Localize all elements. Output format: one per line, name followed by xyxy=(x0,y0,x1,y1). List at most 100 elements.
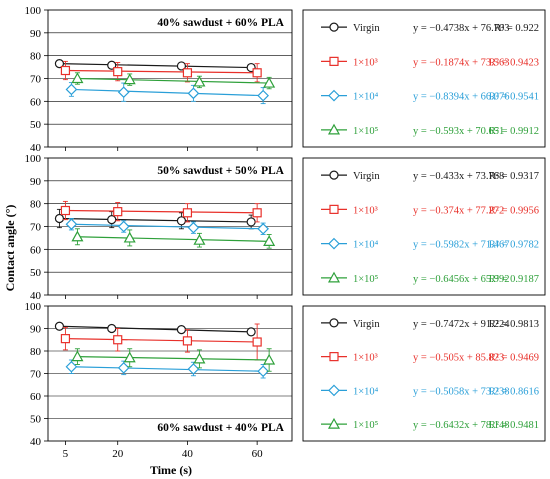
y-tick-label: 100 xyxy=(25,301,42,313)
data-point xyxy=(65,360,78,373)
legend-equation: y = −0.5058x + 73.238 xyxy=(413,386,510,397)
series-triangle xyxy=(71,348,276,372)
x-tick-label: 60 xyxy=(252,448,264,460)
data-point xyxy=(113,335,123,345)
legend-swatch-marker xyxy=(328,89,340,102)
legend-equation: y = −0.6432x + 78.148 xyxy=(413,420,510,431)
data-point xyxy=(107,215,117,225)
legend-r2: R² = 0.9956 xyxy=(489,205,539,216)
series-square xyxy=(60,323,262,361)
y-axis-label: Contact angle (°) xyxy=(3,205,17,292)
legend-equation: y = −0.4738x + 76.703 xyxy=(413,23,510,34)
legend-series-name: 1×10⁵ xyxy=(353,274,379,285)
legend-equation: y = −0.7472x + 91.224 xyxy=(413,319,510,330)
legend-series-name: 1×10³ xyxy=(353,353,378,364)
legend-series-name: Virgin xyxy=(353,171,380,182)
legend-equation: y = −0.5982x + 71.467 xyxy=(413,240,510,251)
trend-line xyxy=(71,223,264,230)
data-point xyxy=(176,325,187,335)
legend-r2: R² = 0.922 xyxy=(494,23,539,34)
legend-swatch-marker xyxy=(327,417,341,429)
plot-frame xyxy=(47,9,293,148)
panel-3: 40 50 60 70 80 90 100 5 20 40 60 60% sawdust + 40% … xyxy=(25,301,293,460)
data-point xyxy=(257,89,269,102)
panel-1: 40 50 60 70 80 90 100 40% sawdust + 60% PLA xyxy=(25,5,293,154)
legend-r2: R² = 0.9813 xyxy=(489,319,539,330)
y-tick-label: 60 xyxy=(30,244,42,256)
trend-line xyxy=(59,63,252,69)
series-circle xyxy=(54,208,256,230)
data-point xyxy=(113,207,123,217)
data-point xyxy=(176,61,187,71)
x-axis-label: Time (s) xyxy=(150,463,192,477)
legend-swatch-marker xyxy=(329,22,339,32)
data-point xyxy=(263,76,276,88)
y-tick-label: 70 xyxy=(30,369,42,381)
series-circle xyxy=(54,59,256,73)
legend-r2: R² = 0.9481 xyxy=(489,420,539,431)
legend-series-name: 1×10⁴ xyxy=(353,92,379,103)
legend-r2: R² = 0.9469 xyxy=(489,353,539,364)
series-circle xyxy=(54,321,256,337)
y-tick-label: 90 xyxy=(30,28,42,40)
series-diamond xyxy=(65,359,269,379)
data-point xyxy=(65,83,78,96)
trend-line xyxy=(77,356,270,361)
legend-equation: y = −0.505x + 85.823 xyxy=(413,353,504,364)
data-point xyxy=(117,220,130,233)
legend-equation: y = −0.6456x + 65.992 xyxy=(413,274,510,285)
plot-frame xyxy=(47,305,293,442)
data-point xyxy=(193,233,206,245)
legend-series-name: Virgin xyxy=(353,23,380,34)
y-tick-label: 50 xyxy=(30,119,42,131)
y-tick-label: 80 xyxy=(30,346,42,358)
legend-swatch-marker xyxy=(329,352,339,362)
panel-title: 40% sawdust + 60% PLA xyxy=(157,17,284,29)
data-point xyxy=(54,59,65,69)
data-point xyxy=(60,334,71,344)
legend-series-name: 1×10⁴ xyxy=(353,240,379,251)
trend-line xyxy=(59,325,252,333)
legend-swatch-marker xyxy=(327,123,341,135)
x-tick-label: 20 xyxy=(112,448,124,460)
data-point xyxy=(263,353,276,365)
legend-series-name: 1×10⁵ xyxy=(353,126,379,137)
data-point xyxy=(257,365,269,378)
y-tick-label: 60 xyxy=(30,96,42,108)
legend-r2: R² = 0.9423 xyxy=(489,57,539,68)
data-point xyxy=(252,68,262,78)
trend-line xyxy=(65,209,258,214)
panel-title: 60% sawdust + 40% PLA xyxy=(157,422,284,434)
series-square xyxy=(60,200,262,223)
series-square xyxy=(60,60,262,83)
data-point xyxy=(187,221,200,234)
series-diamond xyxy=(65,82,269,105)
data-point xyxy=(123,351,136,363)
legend-series-name: 1×10⁵ xyxy=(353,420,379,431)
y-tick-label: 40 xyxy=(30,142,42,154)
y-tick-label: 50 xyxy=(30,414,42,426)
legend-swatch-marker xyxy=(329,318,339,328)
y-tick-label: 80 xyxy=(30,199,42,211)
y-tick-label: 50 xyxy=(30,267,42,279)
y-tick-label: 70 xyxy=(30,222,42,234)
panel-2: 40 50 60 70 80 90 100 50% sawdust + 50% PLA xyxy=(25,153,293,302)
legend-swatch-marker xyxy=(328,237,340,250)
legend-swatch-marker xyxy=(329,170,339,180)
data-point xyxy=(257,222,269,235)
data-point xyxy=(252,337,262,347)
series-diamond xyxy=(65,218,269,235)
trend-line xyxy=(65,338,258,343)
legend-equation: y = −0.433x + 73.768 xyxy=(413,171,504,182)
data-point xyxy=(71,350,84,362)
data-point xyxy=(123,231,136,243)
legend-swatch-marker xyxy=(329,204,339,214)
data-point xyxy=(117,86,130,99)
data-point xyxy=(263,235,276,246)
data-point xyxy=(252,208,262,218)
series-triangle xyxy=(71,72,276,90)
data-point xyxy=(123,73,136,85)
